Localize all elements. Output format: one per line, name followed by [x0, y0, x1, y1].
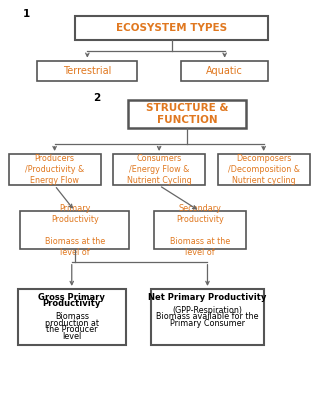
FancyBboxPatch shape — [20, 211, 129, 249]
Text: 1: 1 — [23, 9, 30, 19]
FancyBboxPatch shape — [154, 211, 246, 249]
Text: Biomass available for the: Biomass available for the — [156, 312, 259, 321]
Text: Consumers
/Energy Flow &
Nutrient Cycling: Consumers /Energy Flow & Nutrient Cyclin… — [127, 154, 192, 185]
Text: ECOSYSTEM TYPES: ECOSYSTEM TYPES — [116, 23, 227, 33]
Text: Aquatic: Aquatic — [206, 66, 243, 76]
FancyBboxPatch shape — [181, 61, 268, 81]
FancyBboxPatch shape — [218, 154, 310, 185]
Text: Gross Primary: Gross Primary — [38, 293, 105, 302]
Text: Primary
Productivity

Biomass at the
level of: Primary Productivity Biomass at the leve… — [45, 204, 105, 257]
Text: Secondary
Productivity

Biomass at the
level of: Secondary Productivity Biomass at the le… — [169, 204, 230, 257]
Text: Producers
/Productivity &
Energy Flow: Producers /Productivity & Energy Flow — [25, 154, 84, 185]
Text: Productivity: Productivity — [42, 299, 101, 308]
Text: the Producer: the Producer — [46, 325, 98, 334]
FancyBboxPatch shape — [8, 154, 100, 185]
Text: Terrestrial: Terrestrial — [63, 66, 112, 76]
FancyBboxPatch shape — [18, 289, 125, 345]
FancyBboxPatch shape — [113, 154, 205, 185]
Text: production at: production at — [45, 319, 99, 328]
Text: level: level — [62, 332, 81, 341]
Text: Decomposers
/Decomposition &
Nutrient cycling: Decomposers /Decomposition & Nutrient cy… — [228, 154, 300, 185]
Text: Net Primary Productivity: Net Primary Productivity — [148, 293, 267, 302]
Text: Biomass: Biomass — [55, 312, 89, 321]
Text: 2: 2 — [93, 93, 100, 103]
Text: Primary Consumer: Primary Consumer — [170, 319, 245, 328]
FancyBboxPatch shape — [151, 289, 265, 345]
FancyBboxPatch shape — [75, 16, 268, 40]
Text: (GPP-Respiration): (GPP-Respiration) — [173, 306, 242, 315]
FancyBboxPatch shape — [37, 61, 137, 81]
Text: STRUCTURE &
FUNCTION: STRUCTURE & FUNCTION — [146, 103, 228, 125]
FancyBboxPatch shape — [128, 100, 246, 128]
